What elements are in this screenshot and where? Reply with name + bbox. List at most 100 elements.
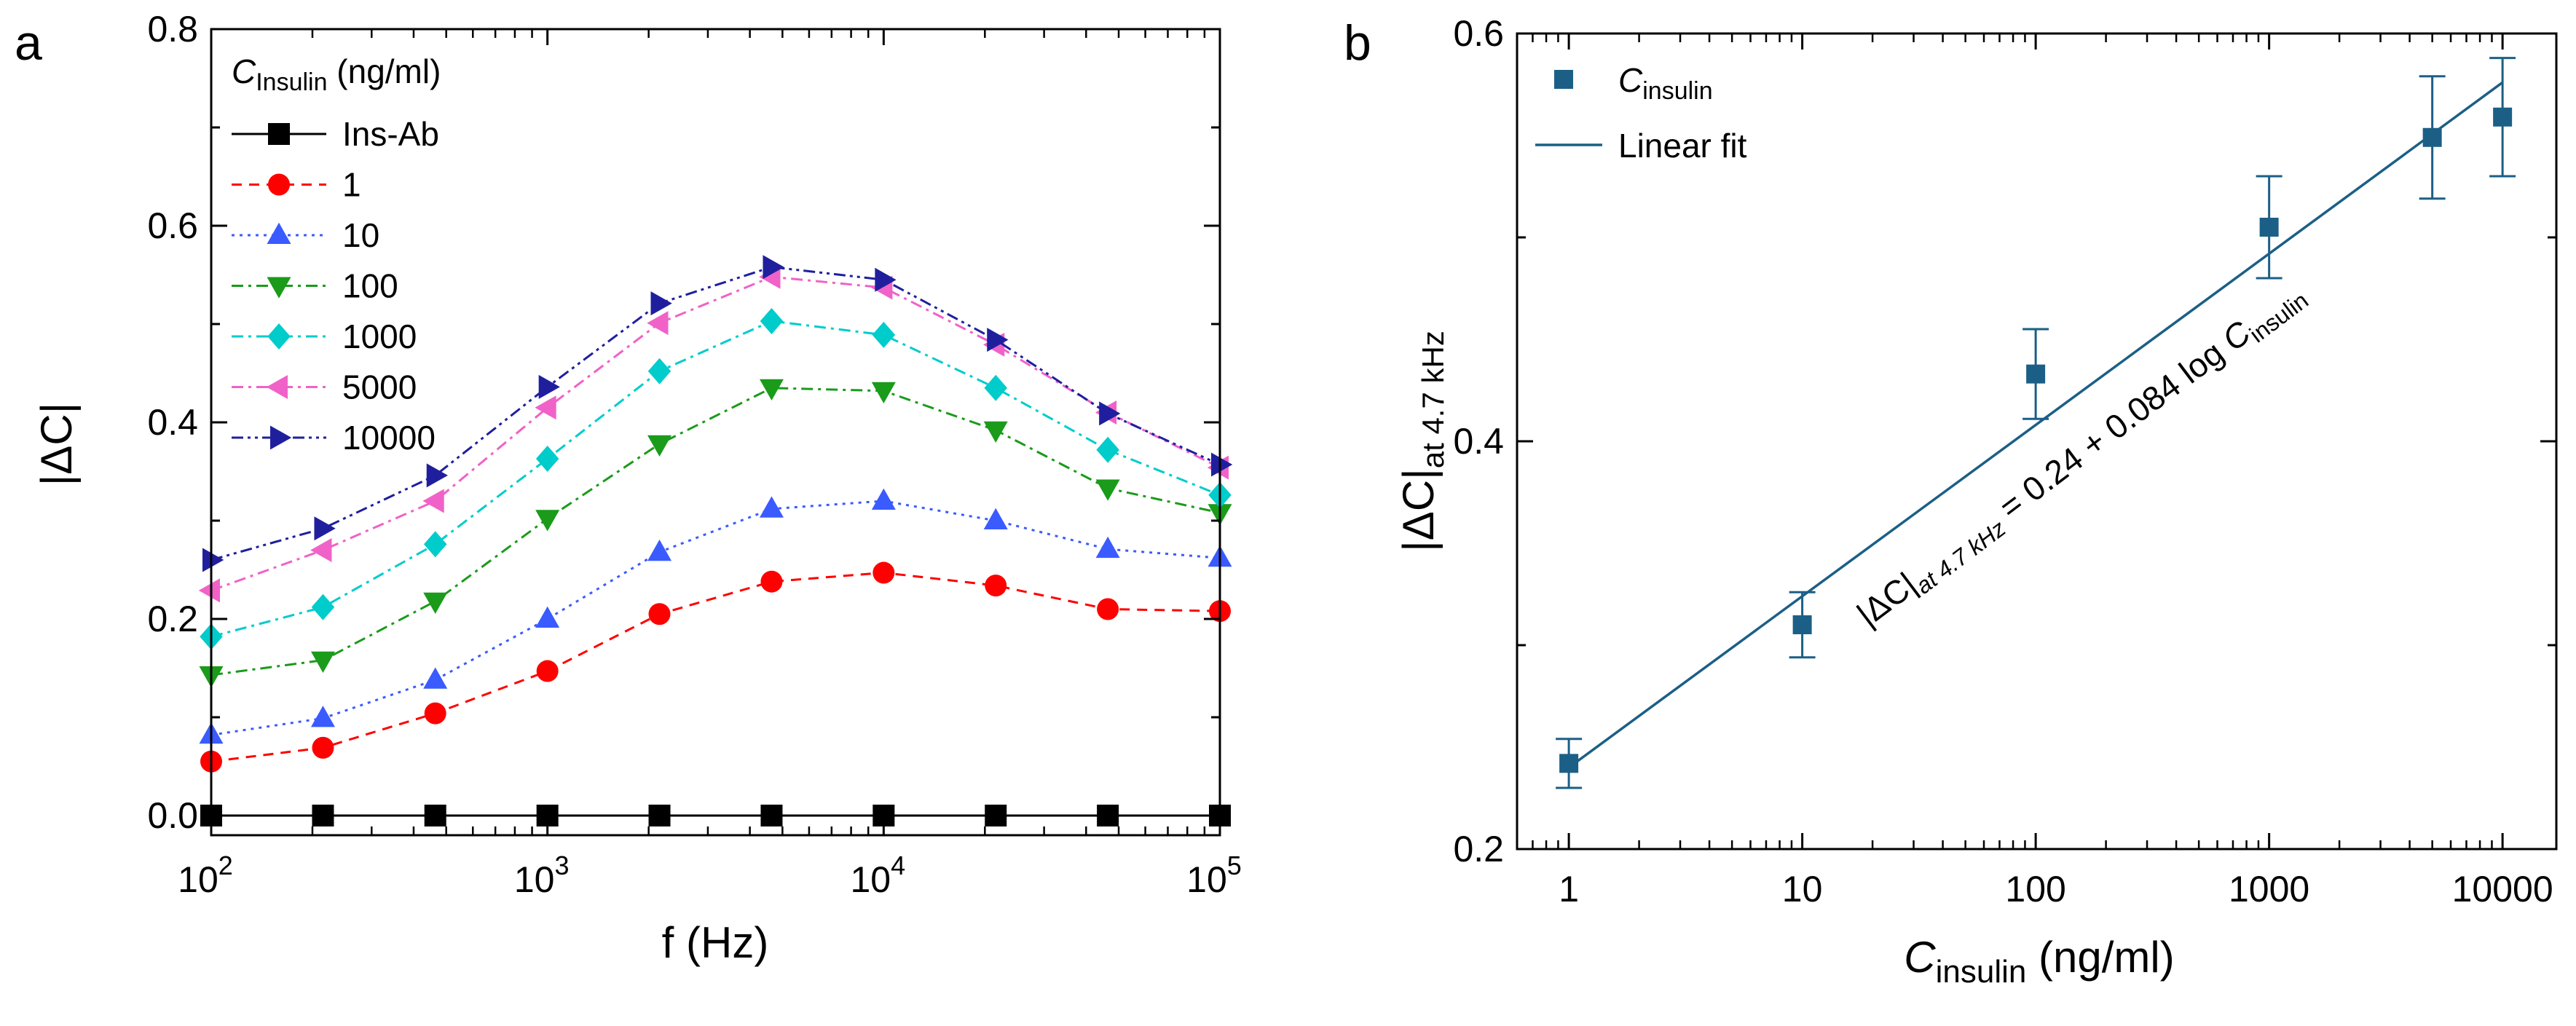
series-line-10 (210, 500, 1221, 736)
data-point (2026, 364, 2046, 384)
legend-label-Ins-Ab: Ins-Ab (342, 115, 439, 153)
data-point (2259, 218, 2279, 237)
panel-b-y-label: |ΔC|at 4.7 kHz (1394, 331, 1450, 552)
data-point-10 (871, 488, 896, 510)
legend-title-subscript: Insulin (256, 68, 327, 96)
legend-label-10: 10 (342, 216, 379, 254)
annotation-main: |ΔC| (1850, 565, 1923, 634)
y-tick-label: 0.2 (1453, 829, 1504, 869)
panel-b-letter: b (1344, 15, 1371, 71)
data-point-5000 (422, 489, 444, 513)
x-tick-base: 10 (1186, 859, 1227, 900)
legend-label-10000: 10000 (342, 419, 436, 457)
legend-label-1000: 1000 (342, 317, 417, 355)
data-point-10000 (426, 463, 448, 488)
data-point-10000 (650, 291, 672, 316)
data-point-1000 (311, 593, 335, 620)
x-tick-label: 10 (1782, 869, 1823, 909)
data-point-1000 (423, 531, 447, 558)
y-tick-label: 0.4 (147, 402, 198, 443)
x-tick-label: 1000 (2229, 869, 2309, 909)
data-point-1000 (535, 445, 559, 472)
series-line-1 (210, 571, 1221, 763)
data-point-10 (759, 496, 784, 518)
data-point-100 (1095, 479, 1120, 501)
data-point (1559, 754, 1579, 773)
data-point-Ins-Ab (1097, 805, 1119, 826)
data-point-Ins-Ab (424, 805, 446, 826)
y-tick-label: 0.6 (147, 205, 198, 246)
x-tick-label: 100 (2005, 869, 2065, 909)
data-point (2422, 127, 2442, 147)
data-point-5000 (647, 311, 669, 336)
x-tick-label: 1 (1559, 869, 1579, 909)
x-label-unit: (ng/ml) (2026, 933, 2174, 982)
panel-a-y-label: |ΔC| (32, 403, 81, 486)
panel-a-letter: a (15, 15, 42, 71)
x-tick-base: 10 (514, 859, 555, 900)
legend-subscript: insulin (1642, 77, 1712, 105)
legend-label-1: 1 (342, 166, 361, 204)
legend-marker-5000 (266, 375, 288, 399)
data-point-10 (423, 667, 448, 689)
data-point-10000 (763, 255, 784, 280)
data-point-10 (1095, 536, 1120, 559)
data-point-10000 (314, 516, 336, 541)
data-point-Ins-Ab (873, 805, 895, 826)
data-point-1 (985, 575, 1007, 597)
data-point-10 (310, 706, 335, 727)
data-point-1 (760, 570, 783, 593)
data-point-1 (873, 561, 895, 584)
x-label-symbol: C (1904, 933, 1936, 982)
y-tick-label: 0.2 (147, 599, 198, 639)
x-tick-label: 105 (1186, 851, 1242, 900)
data-point-10000 (538, 374, 560, 399)
legend-symbol: C (1618, 61, 1643, 99)
data-point-5000 (198, 578, 220, 603)
data-point-Ins-Ab (536, 805, 559, 826)
data-point-1 (1097, 598, 1119, 620)
x-tick-label: 102 (178, 851, 233, 900)
legend-label-100: 100 (342, 267, 398, 305)
data-point-Ins-Ab (760, 805, 783, 826)
linear-fit-line (1568, 81, 2504, 769)
panel-b: b 0.2 0.4 0.6 1 10 100 1000 10000 Cinsulin Linea… (1344, 13, 2558, 990)
data-point-100 (983, 421, 1008, 443)
data-point-100 (871, 382, 896, 404)
x-tick-exponent: 5 (1227, 851, 1242, 880)
data-point-10 (983, 508, 1008, 529)
x-tick-exponent: 3 (554, 851, 569, 880)
legend-marker-1 (268, 173, 290, 196)
data-point-1 (648, 603, 671, 626)
legend-marker-1000 (267, 323, 291, 350)
legend-title-unit: (ng/ml) (328, 52, 441, 90)
panel-b-legend: Cinsulin Linear fit (1535, 61, 1747, 165)
y-tick-label: 0.4 (1453, 421, 1504, 462)
series-line-1000 (210, 320, 1221, 638)
legend-marker-10000 (270, 425, 292, 450)
panel-b-fit-group (1568, 81, 2504, 769)
panel-a-x-label: f (Hz) (662, 918, 769, 967)
legend-title: CInsulin (ng/ml) (232, 52, 441, 96)
y-tick-label: 0.8 (147, 9, 198, 50)
y-tick-label: 0.0 (147, 795, 198, 836)
data-point-1000 (1096, 436, 1119, 463)
legend-marker-Ins-Ab (268, 123, 290, 145)
y-label-text: |ΔC| (1394, 468, 1443, 552)
data-point-100 (423, 592, 448, 614)
annotation-subscript: at 4.7 kHz (1911, 515, 2011, 599)
panel-b-x-label: Cinsulin (ng/ml) (1904, 933, 2174, 990)
series-line-10000 (210, 266, 1221, 561)
legend-label-5000: 5000 (342, 368, 417, 406)
data-point-10 (535, 606, 560, 628)
annotation-equation: = 0.24 + 0.084 log (1985, 328, 2238, 532)
panel-b-axes: 0.2 0.4 0.6 1 10 100 1000 10000 (1453, 13, 2556, 909)
y-tick-label: 0.6 (1453, 13, 1504, 54)
data-point (1792, 615, 1812, 634)
legend-label-insulin: Cinsulin (1618, 61, 1713, 105)
data-point-1000 (760, 307, 784, 334)
y-label-subscript: at 4.7 kHz (1416, 331, 1450, 468)
data-point-1000 (872, 321, 896, 348)
